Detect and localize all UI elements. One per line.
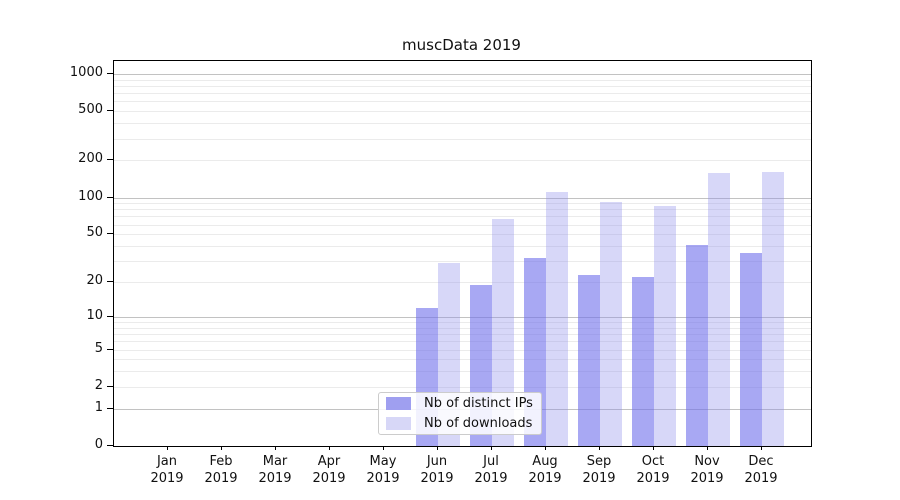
gridline-minor (114, 85, 811, 87)
chart-title: muscData 2019 (402, 36, 521, 54)
x-tick-mark (599, 446, 600, 450)
x-tick-label: Apr 2019 (312, 454, 346, 486)
gridline-minor (114, 322, 811, 323)
legend-label: Nb of downloads (424, 416, 533, 431)
x-tick-mark (221, 446, 222, 450)
legend-item-distinct-ips: Nb of distinct IPs (386, 397, 541, 410)
y-tick-label: 1000 (69, 64, 103, 80)
x-tick-mark (761, 446, 762, 450)
x-tick-mark (545, 446, 546, 450)
gridline-minor (114, 111, 811, 113)
y-tick-mark (107, 110, 113, 112)
x-tick-mark (653, 446, 654, 450)
x-tick-label: Nov 2019 (690, 454, 724, 486)
x-tick-mark (167, 446, 168, 450)
gridline-major (114, 197, 811, 199)
x-tick-mark (383, 446, 384, 450)
gridline-minor (114, 341, 811, 343)
y-tick-mark (107, 385, 113, 387)
bar-distinct-ips (740, 253, 762, 446)
y-tick-label: 0 (94, 437, 103, 452)
bar-downloads (546, 192, 568, 446)
y-tick-mark (107, 348, 113, 350)
y-tick-label: 1 (94, 399, 103, 415)
gridline-minor (114, 371, 811, 373)
x-tick-label: Jun 2019 (420, 454, 454, 486)
y-tick-mark (107, 407, 113, 409)
gridline-minor (114, 261, 811, 263)
gridline-minor (114, 123, 811, 125)
x-tick-mark (491, 446, 492, 450)
x-tick-mark (275, 446, 276, 450)
gridline-minor (114, 234, 811, 236)
x-tick-label: Dec 2019 (744, 454, 778, 486)
bar-distinct-ips (578, 274, 600, 446)
plot-area (113, 60, 812, 447)
gridline-minor (114, 216, 811, 218)
gridline-minor (114, 160, 811, 162)
legend-swatch-distinct-ips (386, 397, 411, 410)
y-tick-label: 500 (78, 102, 103, 118)
x-tick-label: Aug 2019 (528, 454, 562, 486)
gridline-minor (114, 386, 811, 388)
y-tick-mark (107, 233, 113, 235)
x-tick-label: Oct 2019 (636, 454, 670, 486)
y-tick-label: 5 (94, 340, 103, 356)
y-tick-mark (107, 315, 113, 317)
y-tick-label: 2 (94, 377, 103, 393)
y-tick-mark (107, 281, 113, 282)
y-tick-mark (107, 445, 113, 446)
gridline-minor (114, 282, 811, 283)
y-tick-mark (107, 159, 113, 161)
gridline-minor (114, 334, 811, 335)
gridline-minor (114, 359, 811, 361)
y-tick-label: 200 (78, 151, 103, 167)
x-tick-mark (437, 446, 438, 450)
legend-item-downloads: Nb of downloads (386, 417, 541, 430)
y-tick-label: 50 (86, 225, 103, 241)
gridline-minor (114, 138, 811, 140)
gridline-minor (114, 79, 811, 81)
x-tick-label: Jan 2019 (150, 454, 184, 486)
y-tick-label: 20 (86, 273, 103, 288)
bar-downloads (492, 218, 514, 446)
bar-distinct-ips (686, 244, 708, 446)
bar-downloads (600, 201, 622, 446)
x-tick-label: Jul 2019 (474, 454, 508, 486)
bar-downloads (708, 173, 730, 446)
gridline-minor (114, 224, 811, 226)
gridline-minor (114, 327, 811, 329)
gridline-minor (114, 209, 811, 211)
legend: Nb of distinct IPs Nb of downloads (378, 392, 542, 435)
gridline-minor (114, 246, 811, 247)
legend-swatch-downloads (386, 417, 411, 430)
gridline-major (114, 73, 811, 75)
y-tick-label: 100 (78, 188, 103, 204)
x-tick-mark (329, 446, 330, 450)
x-tick-label: Mar 2019 (258, 454, 292, 486)
x-tick-mark (707, 446, 708, 450)
x-tick-label: Feb 2019 (204, 454, 238, 486)
bar-downloads (762, 172, 784, 446)
bar-distinct-ips (632, 277, 654, 446)
legend-label: Nb of distinct IPs (424, 396, 533, 411)
y-tick-mark (107, 196, 113, 198)
gridline-major (114, 316, 811, 318)
gridline-minor (114, 101, 811, 103)
gridline-minor (114, 93, 811, 95)
gridline-minor (114, 349, 811, 351)
gridline-minor (114, 203, 811, 205)
y-tick-mark (107, 72, 113, 74)
x-tick-label: Sep 2019 (582, 454, 616, 486)
bar-downloads (654, 205, 676, 446)
x-tick-label: May 2019 (366, 454, 400, 486)
y-tick-label: 10 (86, 307, 103, 323)
